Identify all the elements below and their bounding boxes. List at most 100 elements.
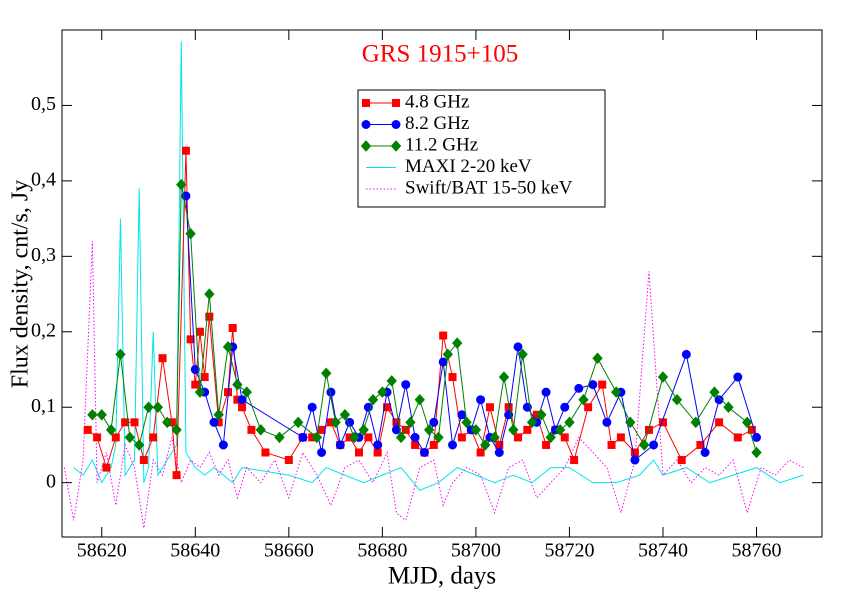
marker: [172, 471, 181, 480]
marker: [171, 424, 182, 436]
marker: [133, 439, 145, 451]
marker: [241, 386, 252, 398]
legend-label: 8.2 GHz: [405, 113, 469, 134]
marker: [751, 446, 762, 459]
marker: [657, 371, 669, 383]
marker: [377, 386, 388, 398]
marker: [238, 403, 247, 412]
marker: [630, 455, 640, 465]
marker: [111, 433, 120, 442]
marker: [560, 402, 570, 412]
marker: [542, 440, 551, 449]
marker: [335, 440, 345, 450]
y-tick-label: 0,2: [31, 319, 56, 341]
marker: [321, 367, 332, 380]
marker: [470, 424, 482, 436]
series-line: [73, 41, 804, 491]
marker: [358, 424, 369, 436]
marker: [102, 463, 111, 472]
marker: [709, 386, 720, 398]
marker: [433, 431, 444, 444]
marker: [419, 448, 429, 457]
legend-label: 11.2 GHz: [405, 134, 478, 155]
legend-label: MAXI 2-20 keV: [405, 156, 532, 177]
marker: [536, 409, 547, 421]
marker: [741, 416, 753, 429]
marker: [494, 448, 504, 457]
marker: [307, 402, 317, 412]
marker: [176, 178, 187, 191]
chart-title: GRS 1915+105: [362, 41, 518, 68]
marker: [158, 354, 167, 363]
marker: [541, 387, 551, 397]
marker: [209, 417, 219, 427]
marker: [162, 416, 173, 429]
marker: [616, 433, 625, 442]
marker: [752, 432, 762, 442]
marker: [213, 409, 224, 421]
legend-label: 4.8 GHz: [405, 91, 469, 112]
marker: [222, 341, 234, 353]
marker: [405, 416, 416, 429]
marker: [274, 431, 285, 444]
marker: [747, 425, 756, 434]
marker: [139, 456, 148, 465]
marker: [204, 288, 215, 300]
marker: [545, 431, 556, 444]
marker: [362, 99, 370, 107]
marker: [395, 431, 407, 444]
marker: [149, 433, 158, 442]
marker: [373, 440, 383, 450]
marker: [423, 424, 435, 436]
marker: [261, 448, 270, 457]
marker: [714, 395, 724, 405]
marker: [228, 324, 237, 333]
marker: [247, 425, 256, 434]
marker: [607, 440, 616, 449]
x-tick-label: 58740: [638, 540, 688, 562]
marker: [457, 410, 467, 420]
marker: [392, 99, 400, 107]
marker: [364, 433, 373, 442]
marker: [255, 424, 266, 436]
x-tick-label: 58760: [732, 540, 782, 562]
marker: [677, 456, 686, 465]
x-tick-label: 58680: [357, 540, 407, 562]
marker: [625, 416, 636, 429]
marker: [401, 380, 411, 390]
marker: [578, 393, 589, 406]
marker: [339, 409, 351, 421]
marker: [360, 140, 372, 152]
marker: [517, 348, 528, 361]
marker: [439, 331, 448, 340]
x-tick-label: 58620: [77, 540, 127, 562]
marker: [218, 440, 228, 450]
y-tick-label: 0,1: [31, 395, 56, 417]
marker: [152, 401, 164, 413]
marker: [115, 348, 126, 361]
marker: [442, 348, 454, 361]
marker: [723, 401, 734, 413]
marker: [185, 227, 196, 240]
marker: [508, 424, 519, 436]
plot-frame: [61, 29, 823, 538]
marker: [700, 448, 710, 457]
marker: [560, 433, 569, 442]
marker: [130, 418, 139, 427]
marker: [513, 342, 523, 352]
marker: [205, 312, 214, 321]
marker: [143, 401, 154, 413]
marker: [452, 337, 463, 349]
marker: [498, 371, 510, 383]
x-tick-label: 58700: [451, 540, 501, 562]
plot-area: [63, 41, 804, 529]
marker: [554, 424, 566, 436]
marker: [124, 431, 135, 444]
marker: [639, 439, 650, 451]
marker: [326, 387, 336, 397]
marker: [311, 431, 323, 444]
marker: [649, 440, 659, 450]
marker: [293, 416, 304, 429]
marker: [448, 440, 458, 450]
